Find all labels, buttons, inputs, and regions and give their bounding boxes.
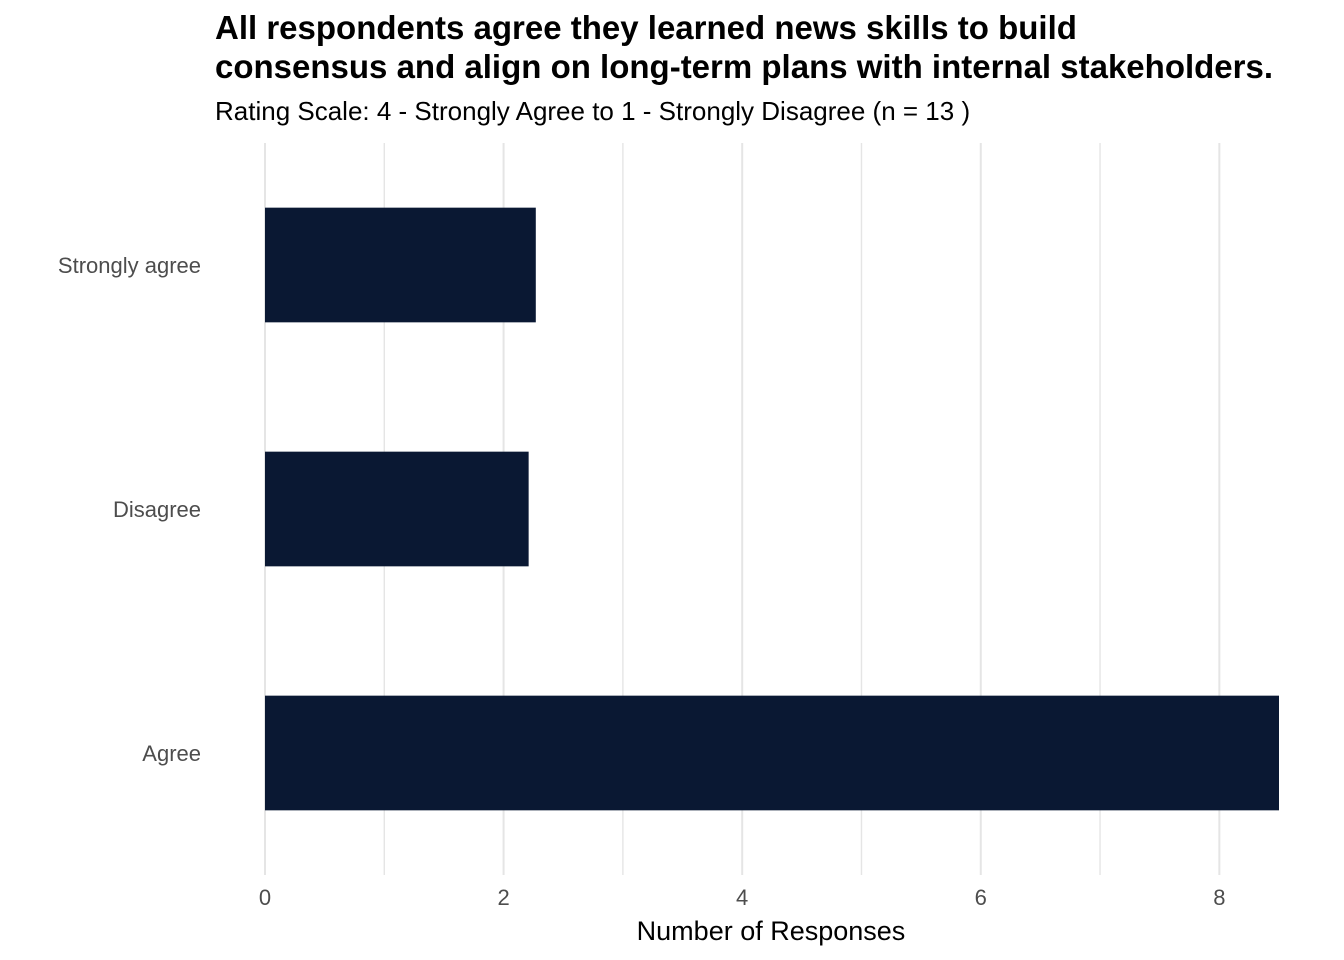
chart-subtitle: Rating Scale: 4 - Strongly Agree to 1 - … (215, 96, 971, 126)
x-tick-label: 4 (736, 885, 748, 910)
bar-layer (265, 207, 1279, 811)
x-tick-label: 6 (975, 885, 987, 910)
chart-title: All respondents agree they learned news … (215, 9, 1274, 85)
bar-agree (265, 695, 1279, 811)
x-axis-tick-labels: 0 2 4 6 8 (259, 885, 1226, 910)
y-tick-label: Strongly agree (58, 253, 201, 278)
x-axis-title: Number of Responses (637, 916, 906, 946)
bar-strongly-agree (265, 207, 536, 323)
bar-disagree (265, 451, 529, 567)
y-tick-label: Disagree (113, 497, 201, 522)
y-axis-tick-labels: Strongly agree Disagree Agree (58, 253, 201, 766)
x-tick-label: 0 (259, 885, 271, 910)
y-tick-label: Agree (142, 741, 201, 766)
x-tick-label: 2 (497, 885, 509, 910)
x-tick-label: 8 (1213, 885, 1225, 910)
